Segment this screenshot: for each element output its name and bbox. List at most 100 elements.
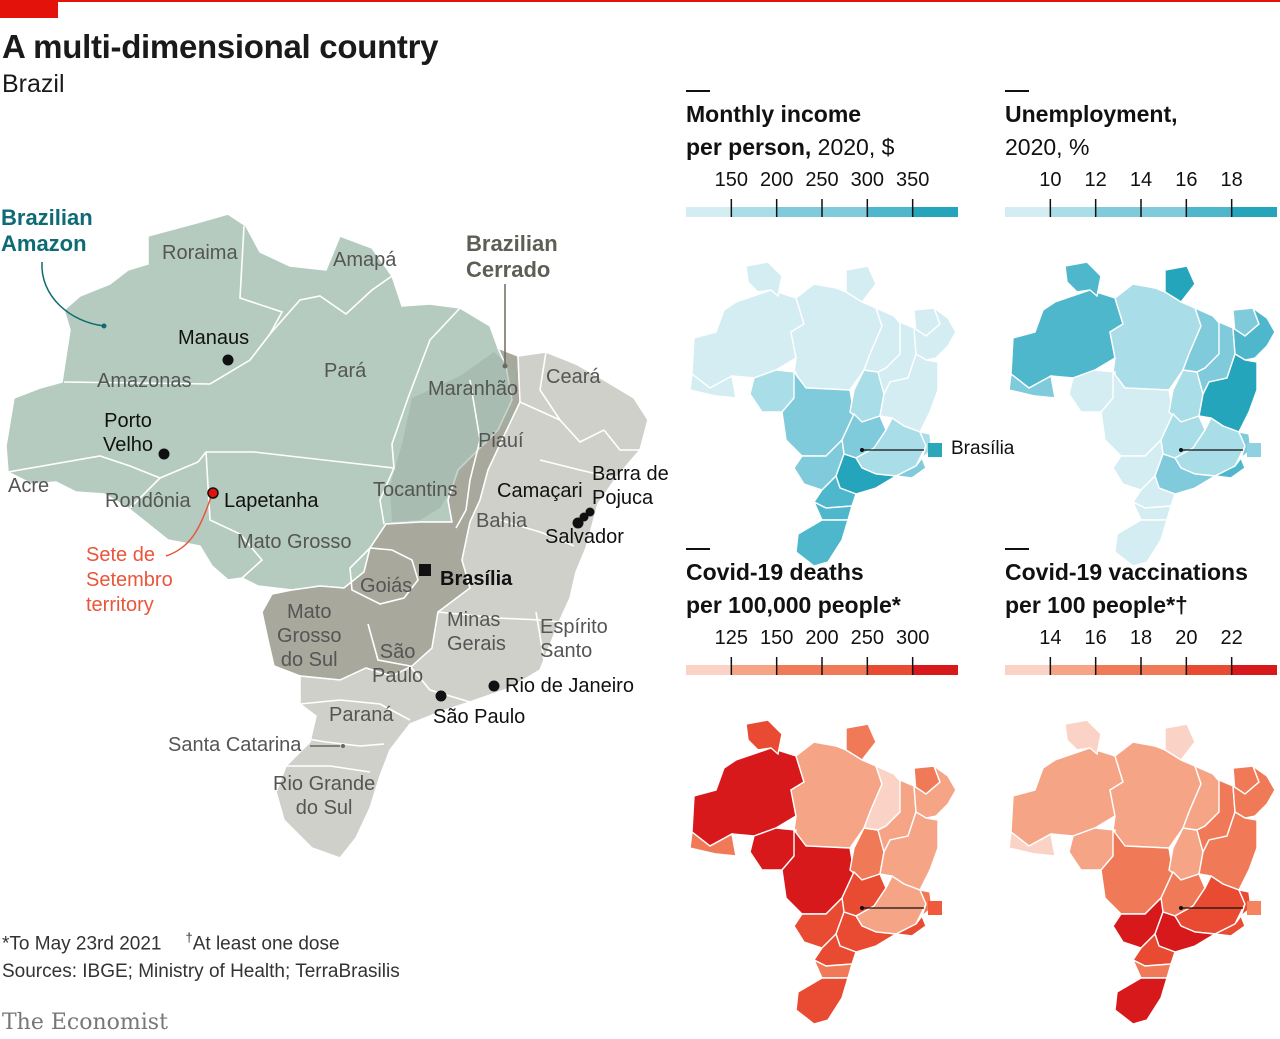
scale-segment (1231, 207, 1277, 217)
city-brasilia: Brasília (440, 568, 513, 590)
state-mato-grosso: Mato Grosso (237, 531, 352, 553)
state-para: Pará (324, 360, 367, 382)
city-porto-velho: Porto Velho (103, 410, 154, 456)
state-ac (689, 372, 737, 399)
brasilia-swatch (1247, 901, 1261, 915)
city-sao-paulo: São Paulo (433, 706, 526, 728)
state-ac (689, 830, 737, 857)
city-camacari: Camaçari (497, 480, 583, 502)
choropleth-map (689, 720, 957, 1025)
state-ap (1164, 265, 1196, 303)
panel-title: Covid-19 deaths per 100,000 people* (686, 556, 901, 622)
city-lapetanha: Lapetanha (224, 490, 319, 512)
scale-tick-label: 350 (895, 169, 930, 191)
panel-title: Unemployment, 2020, % (1005, 98, 1178, 164)
state-piaui: Piauí (478, 430, 524, 452)
salvador-dot (572, 517, 584, 529)
brasilia-swatch (928, 443, 942, 457)
top-rule (0, 0, 1280, 2)
state-rio-grande-do-sul: Rio Grande do Sul (273, 773, 376, 819)
scale-segment (731, 665, 778, 675)
rio-dot (488, 680, 500, 692)
scale-segment (1231, 665, 1277, 675)
scale-tick-label: 200 (759, 169, 794, 191)
scale-tick-label: 12 (1084, 169, 1107, 191)
scale-segment (1050, 665, 1097, 675)
east-south-region (275, 351, 649, 859)
scale-segment (867, 207, 914, 217)
panel-rule (686, 548, 710, 550)
brasilia-dot (860, 906, 864, 910)
state-ap (845, 265, 877, 303)
brand-logo: The Economist (2, 1010, 168, 1035)
brasilia-dot (1179, 906, 1183, 910)
scale-tick-label: 200 (805, 627, 839, 649)
barra-de-pojuca-dot (585, 507, 595, 517)
panel-rule (686, 90, 710, 92)
state-sc (1131, 500, 1172, 521)
scale-tick-label: 10 (1039, 169, 1062, 191)
lapetanha-dot (207, 487, 219, 499)
scale-segment (1005, 207, 1051, 217)
city-salvador: Salvador (545, 526, 624, 548)
scale-segment (1186, 665, 1233, 675)
scale-segment (1005, 665, 1051, 675)
state-maranhao: Maranhão (428, 378, 519, 400)
state-bahia: Bahia (476, 510, 528, 532)
panel-rule (1005, 90, 1029, 92)
scale-segment (912, 665, 958, 675)
scale-segment (731, 207, 778, 217)
state-ac (1008, 372, 1056, 399)
scale-segment (776, 665, 823, 675)
state-amazonas: Amazonas (97, 370, 192, 392)
state-sc (1131, 958, 1172, 979)
amazon-label: Brazilian Amazon (1, 205, 93, 256)
panel-title-bold: Monthly income per person, (686, 101, 862, 160)
scale-tick-label: 14 (1129, 169, 1153, 191)
panel-title-bold: Covid-19 deaths per 100,000 people* (686, 559, 901, 618)
panel-title-rest: 2020, $ (811, 134, 895, 160)
scale-tick-label: 150 (759, 627, 794, 649)
state-sc (812, 958, 853, 979)
page-subtitle: Brazil (2, 70, 65, 98)
city-barra-de-pojuca: Barra de Pojuca (592, 463, 669, 509)
state-rs (1114, 977, 1168, 1025)
scale-segment (776, 207, 823, 217)
state-mato-grosso-do-sul: Mato Grosso do Sul (277, 601, 342, 671)
state-goias: Goiás (360, 575, 413, 597)
panel-title-bold: Covid-19 vaccinations per 100 people*† (1005, 559, 1248, 618)
cerrado-label: Brazilian Cerrado (466, 231, 558, 282)
state-ap (845, 723, 877, 761)
transition-zone (390, 352, 516, 522)
panel-title: Covid-19 vaccinations per 100 people*† (1005, 556, 1248, 622)
state-rs (795, 519, 849, 567)
state-rr (1064, 262, 1102, 298)
brasilia-marker (419, 564, 431, 576)
choropleth-map (689, 262, 957, 567)
state-rr (745, 720, 783, 756)
state-rr (1064, 720, 1102, 756)
scale-bar (686, 199, 958, 217)
state-ap (1164, 723, 1196, 761)
state-borders (7, 225, 640, 773)
scale-tick-label: 18 (1220, 169, 1243, 191)
amazon-leader-dot (101, 323, 107, 329)
state-ceara: Ceará (546, 366, 601, 388)
scale-tick-label: 250 (805, 169, 839, 191)
scale-tick-label: 150 (714, 169, 749, 191)
panel-rule (1005, 548, 1029, 550)
state-rj (1212, 456, 1246, 479)
cerrado-leader-dot (502, 363, 508, 369)
state-rr (745, 262, 783, 298)
scale-tick-label: 300 (895, 627, 930, 649)
panel-title: Monthly income per person, 2020, $ (686, 98, 894, 164)
main-map (5, 213, 649, 859)
territory-leader (165, 493, 213, 557)
brasilia-swatch (1247, 443, 1261, 457)
manaus-dot (222, 354, 234, 366)
state-roraima: Roraima (162, 242, 238, 264)
territory-label: Sete de Setembro territory (86, 544, 173, 616)
scale-tick-label: 16 (1175, 169, 1198, 191)
brasilia-legend-label: Brasília (951, 438, 1015, 459)
state-sc (812, 500, 853, 521)
